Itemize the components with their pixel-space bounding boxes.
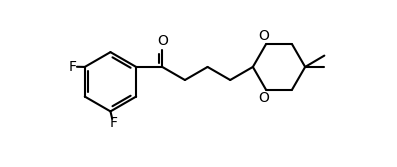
Text: O: O: [157, 34, 168, 48]
Text: F: F: [110, 116, 118, 130]
Text: F: F: [69, 59, 77, 73]
Text: O: O: [258, 91, 269, 105]
Text: O: O: [258, 29, 269, 43]
